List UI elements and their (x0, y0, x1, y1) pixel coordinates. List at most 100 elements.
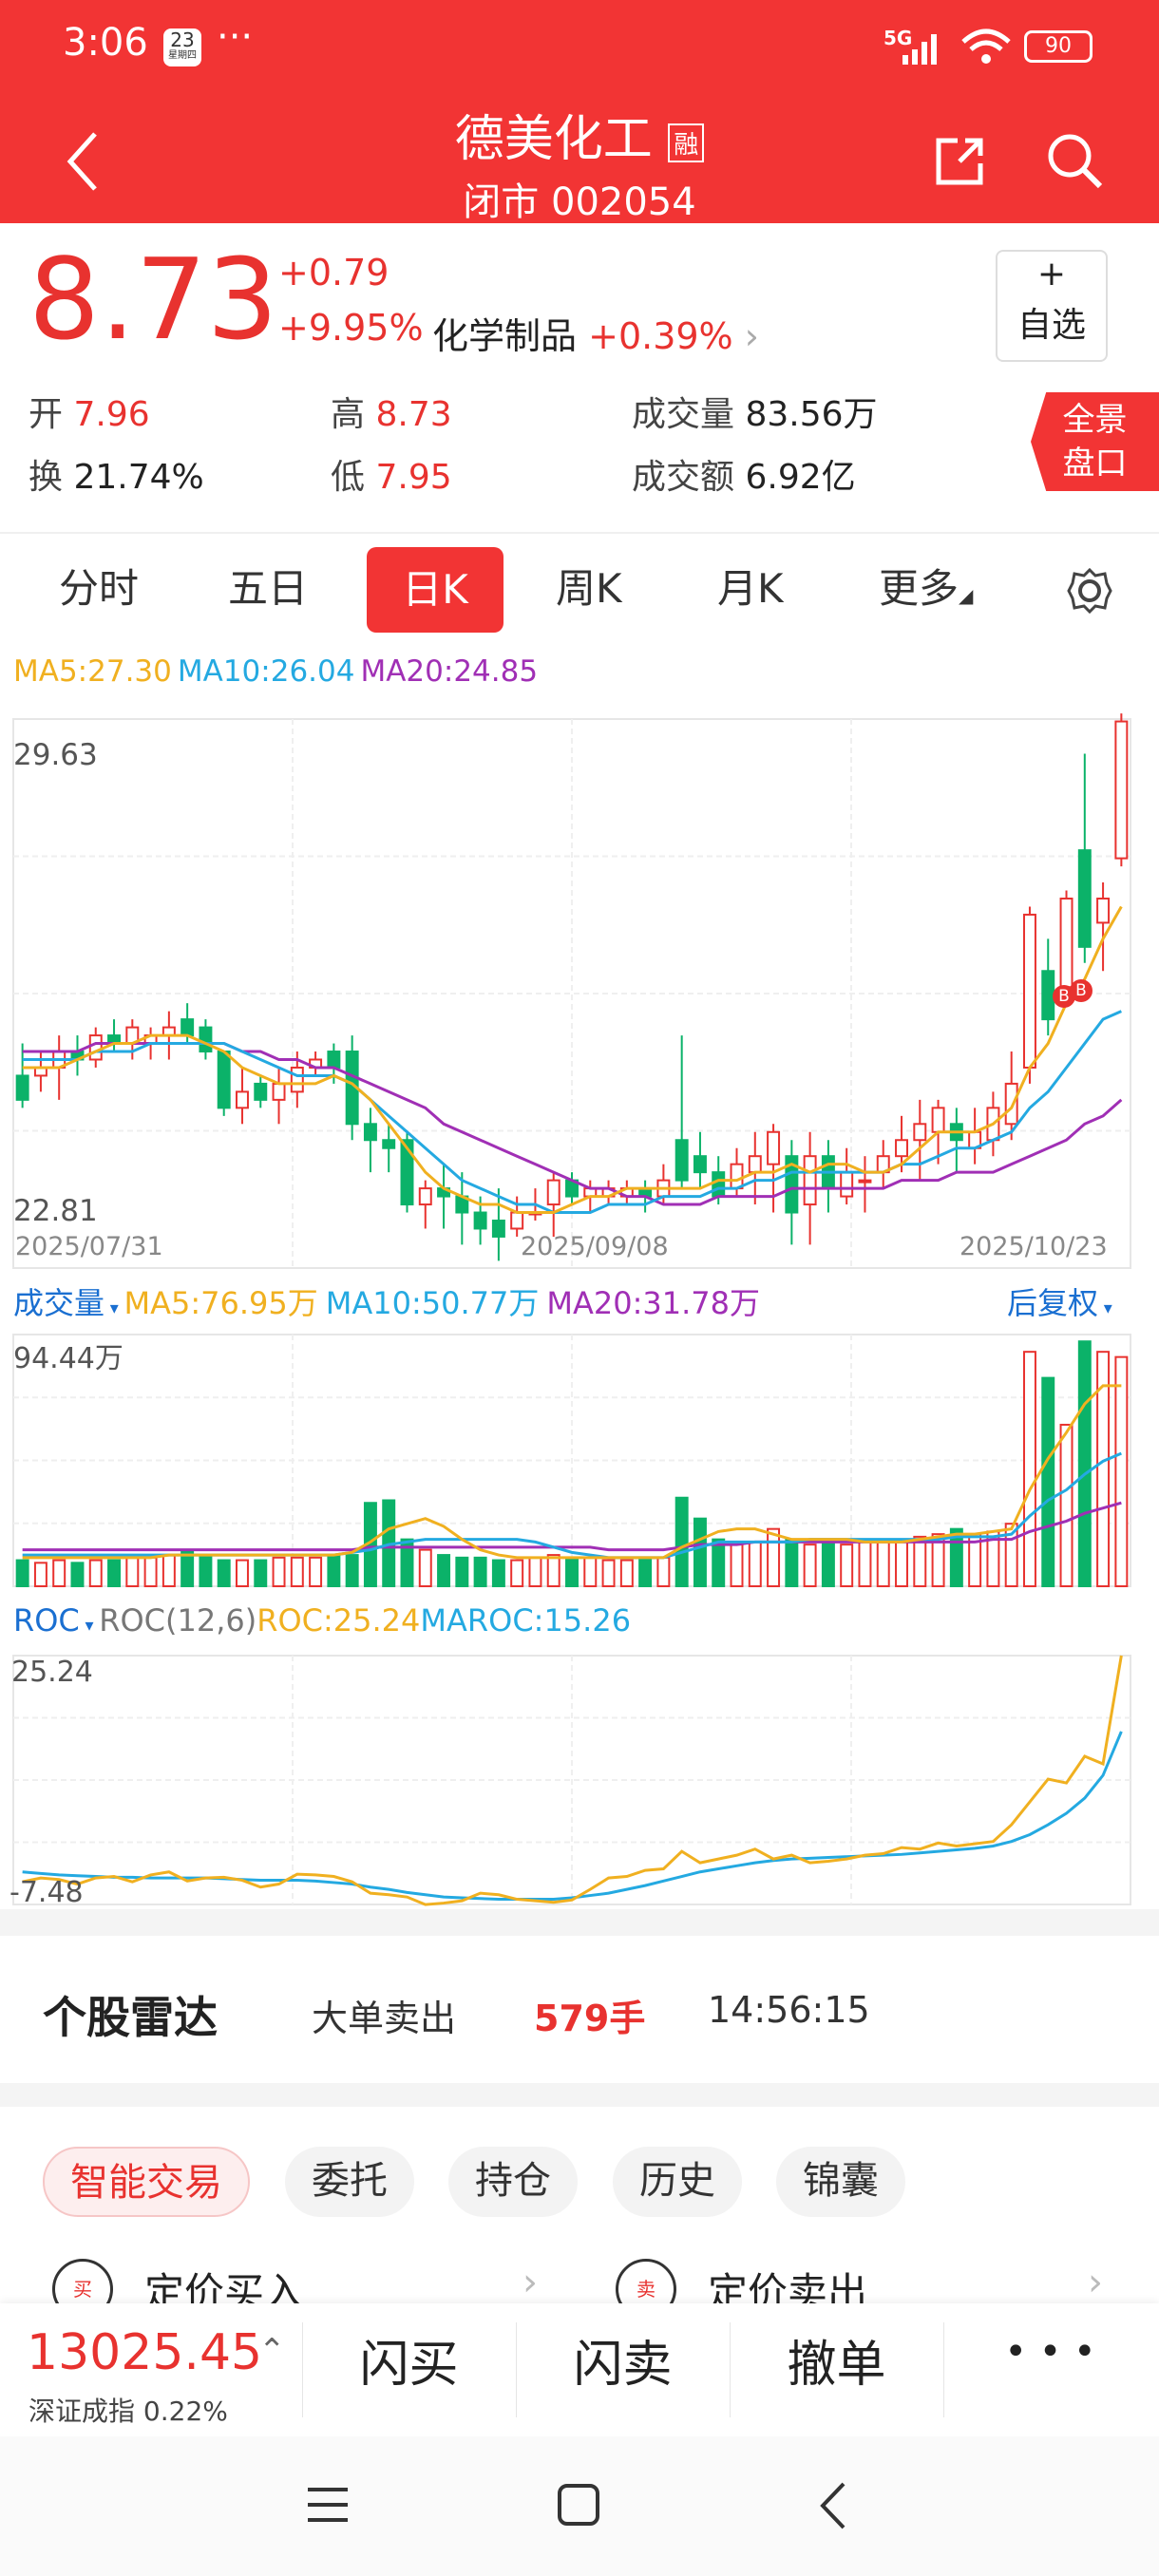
volume-bar (913, 1535, 927, 1587)
volume-bar (70, 1562, 85, 1588)
amount-stat: 成交额 6.92亿 (632, 458, 856, 497)
chip-history[interactable]: 历史 (613, 2147, 742, 2217)
candle-body (254, 1082, 268, 1101)
trade-panel: 智能交易 委托 持仓 历史 锦囊 买 定价买入 › 卖 定价卖出 › (0, 2107, 1159, 2335)
candle-body (363, 1123, 377, 1142)
cancel-order-button[interactable]: 撤单 (787, 2337, 886, 2394)
home-icon[interactable] (556, 2482, 603, 2529)
chip-smart-trade[interactable]: 智能交易 (43, 2147, 250, 2217)
panorama-button[interactable]: 全景 盘口 (1031, 392, 1159, 491)
candle-body (382, 1139, 396, 1149)
turnover-stat: 换 21.74% (28, 458, 204, 497)
index-value[interactable]: 13025.45 (27, 2324, 263, 2381)
candle-body (1114, 720, 1129, 860)
chip-positions[interactable]: 持仓 (448, 2147, 578, 2217)
kline-y-max: 29.63 (13, 738, 98, 772)
vol-ma20-line (22, 1501, 1122, 1552)
network-indicator: 5G (884, 27, 913, 49)
candle-body (730, 1163, 744, 1190)
candle-body (491, 1219, 505, 1238)
back-nav-icon[interactable] (815, 2480, 853, 2531)
volume-bar (546, 1554, 560, 1587)
open-stat: 开 7.96 (28, 395, 150, 434)
candle-body (418, 1187, 432, 1206)
status-time: 3:06 (63, 21, 148, 65)
candle-body (15, 1074, 29, 1101)
volume-bar (199, 1554, 213, 1587)
settings-icon[interactable] (1067, 568, 1112, 614)
volume-stat: 成交量 83.56万 (632, 395, 878, 434)
share-icon[interactable] (931, 133, 988, 190)
index-expand-icon[interactable]: ⌃ (258, 2332, 286, 2370)
volume-bar (473, 1556, 487, 1588)
volume-bar (33, 1562, 48, 1588)
vol-ma5-line (22, 1384, 1122, 1560)
tab-more[interactable]: 更多◢ (879, 565, 974, 612)
volume-bar (52, 1559, 66, 1588)
search-icon[interactable] (1045, 131, 1106, 192)
roc-line (22, 1655, 1123, 1906)
quote-panel: 8.73 +0.79 +9.95% 化学制品 +0.39% › + 自选 开 7.… (0, 223, 1159, 532)
period-tabs: 分时 五日 日K 周K 月K 更多◢ (0, 532, 1159, 641)
menu-icon[interactable] (304, 2484, 352, 2526)
index-name: 深证成指 0.22% (28, 2396, 228, 2427)
volume-bar (583, 1556, 598, 1588)
volume-bar (931, 1533, 945, 1587)
system-nav-bar (0, 2436, 1159, 2576)
candle-body (290, 1066, 304, 1093)
app-header: 3:06 23 星期四 ··· 5G 90 德美化工 融 闭市 002054 (0, 0, 1159, 224)
candle-body (913, 1123, 927, 1142)
candle-body (327, 1051, 341, 1069)
volume-bar (143, 1556, 158, 1588)
volume-bar (712, 1538, 726, 1587)
price-change: +0.79 (278, 252, 390, 294)
flash-buy-button[interactable]: 闪买 (359, 2337, 459, 2394)
date-label-start: 2025/07/31 (15, 1232, 163, 1261)
candle-body (712, 1171, 726, 1198)
chart-area[interactable]: MA5:27.30 MA10:26.04 MA20:24.85 29.63 22.8… (0, 641, 1159, 1909)
tab-monthly-k[interactable]: 月K (717, 565, 784, 612)
candle-body (840, 1171, 854, 1198)
volume-bar (1004, 1523, 1018, 1587)
volume-bar (1077, 1340, 1092, 1587)
volume-bar (345, 1554, 359, 1587)
volume-bar (949, 1527, 963, 1588)
stock-radar[interactable]: 个股雷达 大单卖出 579手 14:56:15 (0, 1936, 1159, 2083)
price-change-pct: +9.95% (278, 307, 424, 349)
volume-bar (162, 1554, 176, 1587)
stock-title: 德美化工 融 (0, 99, 1159, 170)
chip-tips[interactable]: 锦囊 (776, 2147, 905, 2217)
volume-bar (400, 1538, 414, 1587)
back-icon[interactable] (63, 128, 101, 195)
sector-link[interactable]: 化学制品 +0.39% › (432, 315, 759, 357)
candle-body (1004, 1082, 1018, 1126)
volume-bar (217, 1559, 231, 1588)
volume-bar (876, 1541, 890, 1587)
more-button[interactable]: • • • (1004, 2330, 1096, 2374)
volume-bar (88, 1559, 103, 1588)
candle-body (693, 1155, 707, 1174)
candle-body (272, 1082, 286, 1101)
volume-bar (619, 1559, 634, 1588)
tab-intraday[interactable]: 分时 (59, 565, 140, 612)
tab-five-day[interactable]: 五日 (228, 565, 309, 612)
adjust-selector[interactable]: 后复权 ▾ (1007, 1285, 1112, 1321)
volume-bar (840, 1544, 854, 1588)
volume-bar (528, 1556, 542, 1588)
tab-daily-k[interactable]: 日K (367, 547, 504, 633)
volume-bar (693, 1517, 707, 1588)
add-watchlist-button[interactable]: + 自选 (996, 250, 1108, 362)
buy-chevron-icon: › (522, 2261, 538, 2304)
candle-body (767, 1130, 781, 1165)
tab-weekly-k[interactable]: 周K (556, 565, 622, 612)
high-stat: 高 8.73 (331, 395, 452, 434)
flash-sell-button[interactable]: 闪卖 (573, 2337, 673, 2394)
candle-body (217, 1051, 231, 1109)
low-stat: 低 7.95 (331, 458, 452, 497)
roc-y-max: 25.24 (11, 1656, 93, 1689)
volume-bar (748, 1541, 762, 1587)
buy-marker[interactable]: B (1070, 979, 1092, 1002)
chip-orders[interactable]: 委托 (285, 2147, 414, 2217)
volume-bar (785, 1538, 799, 1587)
signal-icon (902, 34, 937, 65)
